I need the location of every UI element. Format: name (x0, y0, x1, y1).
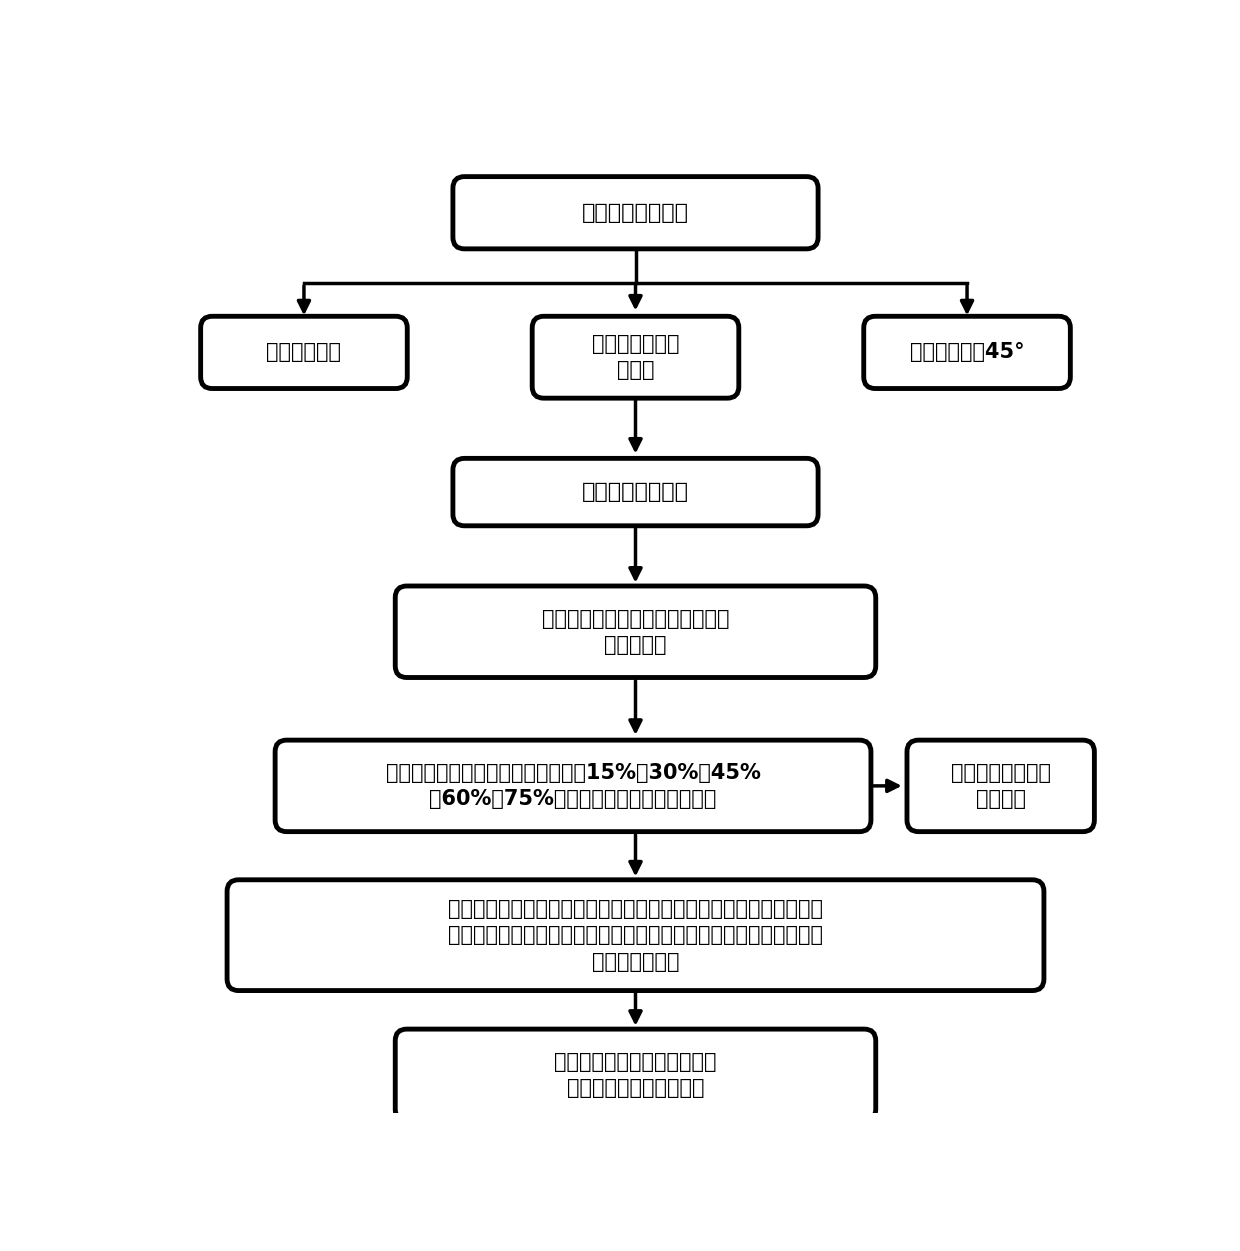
FancyBboxPatch shape (201, 317, 407, 389)
Text: 模型固化成型，并至于冷冻箱，使
其具有脆性: 模型固化成型，并至于冷冻箱，使 其具有脆性 (542, 608, 729, 656)
Text: 薄铝片内置长方
形裂隙: 薄铝片内置长方 形裂隙 (591, 334, 680, 380)
FancyBboxPatch shape (453, 176, 818, 249)
Text: 裂隙面倾角为45°: 裂隙面倾角为45° (910, 343, 1024, 363)
Text: 模具及裂隙的制作: 模具及裂隙的制作 (582, 203, 689, 223)
FancyBboxPatch shape (453, 458, 818, 525)
FancyBboxPatch shape (906, 741, 1095, 832)
Text: 示踪粒子均匀掺入: 示踪粒子均匀掺入 (582, 482, 689, 502)
FancyBboxPatch shape (864, 317, 1070, 389)
FancyBboxPatch shape (532, 317, 739, 398)
Text: 得到三维内置方形裂隙的破坏
扩展模式及应变场可视化: 得到三维内置方形裂隙的破坏 扩展模式及应变场可视化 (554, 1052, 717, 1098)
Text: 透明树脂材料: 透明树脂材料 (267, 343, 341, 363)
FancyBboxPatch shape (396, 585, 875, 678)
FancyBboxPatch shape (227, 879, 1044, 991)
Text: 使用高速相机进行
实时记录: 使用高速相机进行 实时记录 (951, 763, 1050, 809)
FancyBboxPatch shape (275, 741, 870, 832)
Text: 置于单轴加载，采用极限抗压强度的15%、30%、45%
、60%和75%的轴向载荷对该试件进行预压: 置于单轴加载，采用极限抗压强度的15%、30%、45% 、60%和75%的轴向载… (386, 763, 760, 809)
Text: 在试件的右侧和正前方分别置放氩离子激光器及其控制电路，对掺入
的示踪粒子进行追踪，得到不同载荷下三维内置方形裂隙试件两侧的
正交应变场结果: 在试件的右侧和正前方分别置放氩离子激光器及其控制电路，对掺入 的示踪粒子进行追踪… (448, 898, 823, 972)
FancyBboxPatch shape (396, 1030, 875, 1121)
